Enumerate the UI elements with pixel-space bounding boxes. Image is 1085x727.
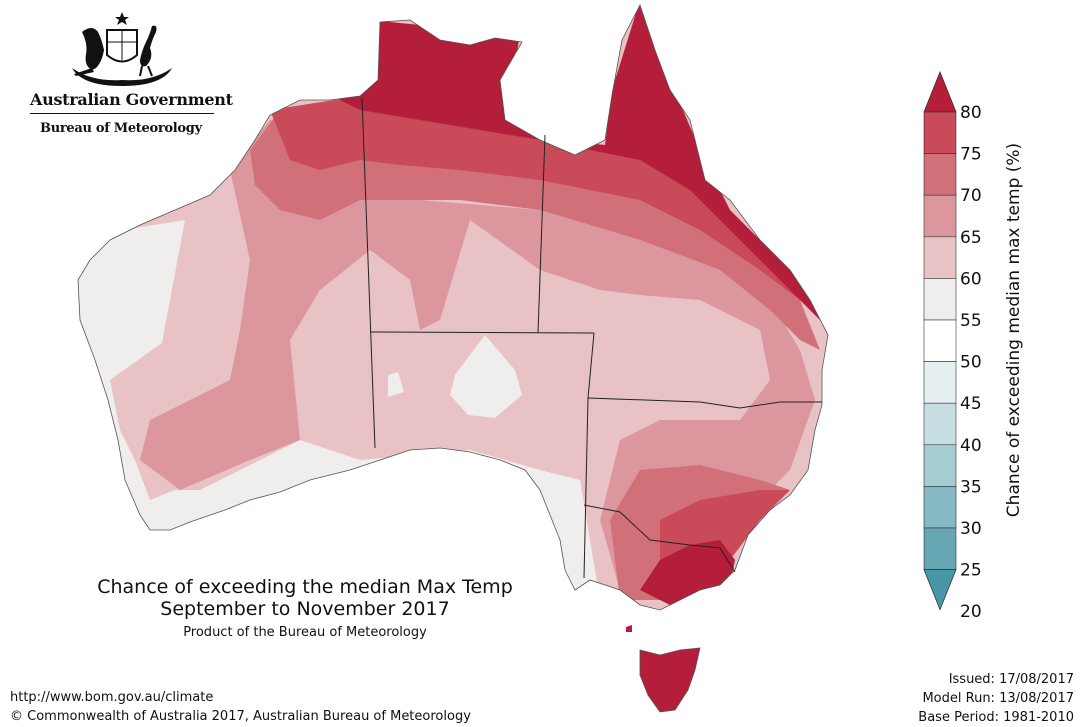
zone-55-60-small: [388, 372, 404, 397]
legend-swatch: [923, 361, 957, 404]
king-island: [626, 625, 632, 632]
legend-swatch: [923, 444, 957, 487]
state-borders: [361, 97, 822, 579]
legend-tick-label: 75: [960, 145, 982, 165]
legend-tick-label: 50: [960, 353, 982, 373]
legend-tick-label: 45: [960, 394, 982, 414]
logo-government-text: Australian Government: [30, 90, 233, 109]
map-title: Chance of exceeding the median Max Temp: [97, 576, 513, 598]
legend-tick-label: 80: [960, 103, 982, 123]
tasmania: [639, 647, 701, 713]
legend-arrow-top: [923, 70, 957, 113]
legend-tick-label: 40: [960, 436, 982, 456]
legend-swatch: [923, 278, 957, 321]
base-period: Base Period: 1981-2010: [918, 710, 1074, 725]
border-nsw-vic: [583, 504, 736, 573]
logo-divider: [30, 113, 214, 114]
coat-of-arms-icon: [72, 12, 172, 86]
legend-colorbar: 80 75 70 65 60 55 50 45 40 35 30 25 20: [923, 70, 982, 622]
footer-right: Issued: 17/08/2017 Model Run: 13/08/2017…: [918, 670, 1074, 727]
border-nt-qld: [537, 134, 546, 334]
border-nt-sa: [369, 331, 595, 334]
legend-title: Chance of exceeding median max temp (%): [1004, 142, 1024, 518]
zone-75-80-north: [270, 96, 820, 320]
model-run-date: Model Run: 13/08/2017: [922, 691, 1074, 706]
map-product-note: Product of the Bureau of Meteorology: [183, 625, 427, 640]
legend-axis-title: Chance of exceeding median max temp (%): [1000, 80, 1028, 580]
legend-swatch: [923, 194, 957, 238]
mainland-coastline: [77, 3, 829, 611]
border-wa: [361, 97, 376, 449]
legend-swatch: [923, 402, 957, 446]
legend-tick-label: 70: [960, 186, 982, 206]
legend-swatch: [923, 236, 957, 279]
issued-date: Issued: 17/08/2017: [948, 672, 1074, 687]
legend-swatch: [923, 527, 957, 570]
map-title-block: Chance of exceeding the median Max Temp …: [40, 576, 570, 640]
border-sa-qld: [587, 332, 595, 399]
legend-arrow-bottom: [923, 569, 957, 611]
legend-tick-label: 60: [960, 269, 982, 289]
legend-tick-label: 65: [960, 228, 982, 248]
legend-swatch: [923, 486, 957, 529]
logo-bureau-text: Bureau of Meteorology: [40, 121, 202, 136]
legend-tick-label: 30: [960, 519, 982, 539]
map-shading: [78, 5, 828, 610]
legend-swatch: [923, 319, 957, 362]
footer-copyright: © Commonwealth of Australia 2017, Austra…: [10, 709, 471, 724]
legend-tick-label: 35: [960, 477, 982, 497]
legend-swatch: [923, 153, 957, 196]
border-qld-nsw: [587, 397, 822, 409]
footer-left: http://www.bom.gov.au/climate © Commonwe…: [10, 688, 471, 726]
map-subtitle: September to November 2017: [160, 598, 450, 620]
legend-tick-label: 20: [960, 602, 982, 622]
legend-tick-label: 55: [960, 311, 982, 331]
border-sa-vic: [583, 397, 589, 579]
bom-logo: Australian Government Bureau of Meteorol…: [22, 10, 233, 140]
zone-80-north: [340, 5, 828, 330]
legend-swatch: [923, 111, 957, 154]
zone-55-60-central: [450, 335, 522, 418]
legend-tick-label: 25: [960, 561, 982, 581]
footer-url[interactable]: http://www.bom.gov.au/climate: [10, 690, 214, 705]
